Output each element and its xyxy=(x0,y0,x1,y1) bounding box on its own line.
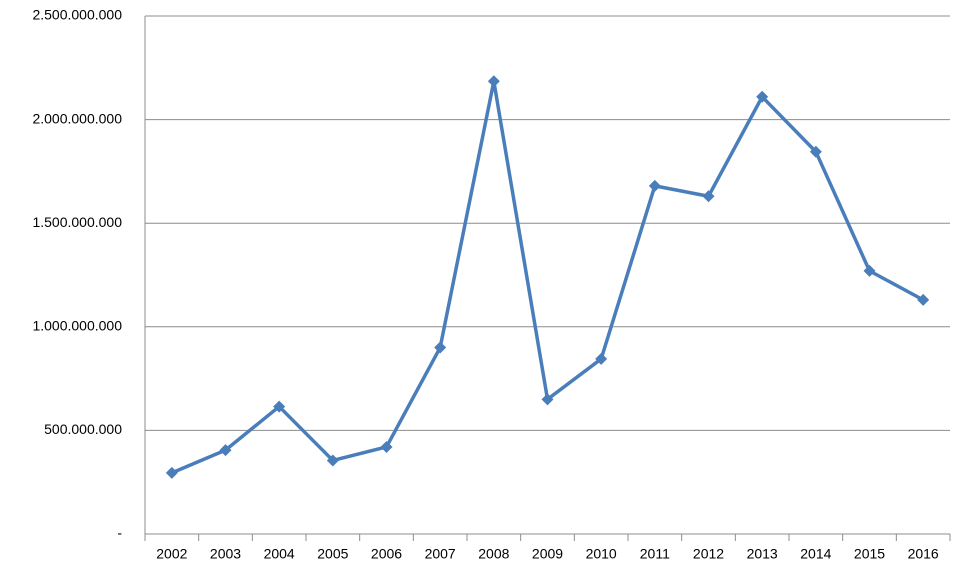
x-tick-label: 2015 xyxy=(854,546,885,562)
marker xyxy=(165,466,178,479)
marker xyxy=(756,90,769,103)
x-tick-label: 2003 xyxy=(210,546,241,562)
marker xyxy=(273,400,286,413)
marker xyxy=(863,264,876,277)
x-tick-label: 2004 xyxy=(264,546,295,562)
x-tick-label: 2008 xyxy=(478,546,509,562)
x-tick-label: 2011 xyxy=(640,546,670,562)
x-tick-label: 2012 xyxy=(693,546,724,562)
x-tick-label: 2007 xyxy=(425,546,456,562)
marker xyxy=(434,341,447,354)
x-tick-label: 2009 xyxy=(532,546,563,562)
y-tick-label: 2.500.000.000 xyxy=(32,7,122,23)
y-tick-label: - xyxy=(117,525,122,541)
x-tick-label: 2010 xyxy=(586,546,617,562)
y-tick-label: 2.000.000.000 xyxy=(32,110,122,126)
marker xyxy=(219,444,232,457)
marker xyxy=(326,454,339,467)
marker xyxy=(648,179,661,192)
marker xyxy=(541,393,554,406)
y-tick-label: 500.000.000 xyxy=(44,421,122,437)
marker xyxy=(595,352,608,365)
marker xyxy=(380,440,393,453)
x-tick-label: 2013 xyxy=(747,546,778,562)
marker xyxy=(702,190,715,203)
y-tick-label: 1.000.000.000 xyxy=(32,318,122,334)
x-tick-label: 2005 xyxy=(317,546,348,562)
x-tick-label: 2016 xyxy=(908,546,939,562)
x-tick-label: 2002 xyxy=(156,546,187,562)
x-tick-label: 2014 xyxy=(800,546,831,562)
line xyxy=(171,79,924,475)
y-tick-label: 1.500.000.000 xyxy=(32,214,122,230)
x-tick-label: 2006 xyxy=(371,546,402,562)
marker xyxy=(487,75,500,88)
marker xyxy=(809,145,822,158)
marker xyxy=(917,293,930,306)
